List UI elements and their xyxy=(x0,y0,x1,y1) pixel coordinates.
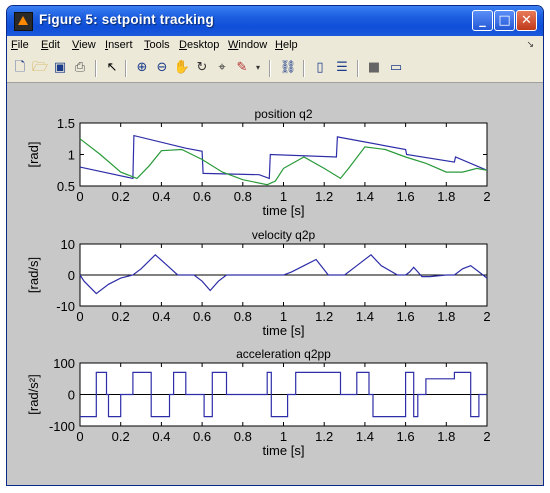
x-tick-label: 1 xyxy=(280,189,287,204)
menu-tools[interactable]: Tools xyxy=(144,39,170,51)
open-icon[interactable]: 🗁 xyxy=(31,60,49,75)
x-tick-label: 0.6 xyxy=(193,189,211,204)
x-axis-label: time [s] xyxy=(263,203,305,218)
y-tick-label: 100 xyxy=(53,356,75,371)
x-tick-label: 1.4 xyxy=(356,429,374,444)
figure-canvas: position q2 0 0.2 0.4 0.6 0.8 1 1.2 1.4 1.6 1.8 2 0.… xyxy=(7,83,543,485)
menu-file[interactable]: File xyxy=(11,39,29,51)
x-tick-label: 1.8 xyxy=(437,309,455,324)
zoom-in-icon[interactable]: ⊕ xyxy=(136,60,148,75)
menu-bar: File Edit View Insert Tools Desktop Wind… xyxy=(7,36,543,55)
toolbar-separator xyxy=(357,60,359,77)
save-icon[interactable]: ▣ xyxy=(53,60,67,75)
brush-dropdown-icon[interactable]: ▾ xyxy=(255,63,260,72)
menu-insert[interactable]: Insert xyxy=(105,39,133,51)
plot-title: velocity q2p xyxy=(252,228,316,242)
x-tick-label: 0.4 xyxy=(152,189,170,204)
x-tick-label: 1.4 xyxy=(356,309,374,324)
matlab-icon xyxy=(14,12,33,31)
close-button[interactable]: ✕ xyxy=(516,10,537,31)
x-tick-label: 1 xyxy=(280,429,287,444)
series-line-1 xyxy=(79,134,488,180)
data-cursor-icon[interactable]: ⌖ xyxy=(218,60,226,75)
x-tick-label: 0.8 xyxy=(234,309,252,324)
link-icon[interactable]: ⛓ xyxy=(279,60,297,75)
x-tick-label: 1.6 xyxy=(397,309,415,324)
pointer-icon[interactable]: ↖ xyxy=(106,60,118,75)
hide-plot-tools-icon[interactable]: ■ xyxy=(367,60,381,75)
x-axis-label: time [s] xyxy=(263,323,305,338)
menu-help[interactable]: Help xyxy=(275,39,298,51)
x-tick-label: 0.6 xyxy=(193,309,211,324)
colorbar-icon[interactable]: ▯ xyxy=(316,60,324,75)
zoom-out-icon[interactable]: ⊖ xyxy=(156,60,168,75)
x-tick-label: 0.8 xyxy=(234,189,252,204)
x-tick-label: 0 xyxy=(76,429,83,444)
x-tick-label: 0 xyxy=(76,309,83,324)
x-tick-label: 2 xyxy=(483,189,490,204)
x-tick-label: 0.2 xyxy=(112,189,130,204)
x-axis-label: time [s] xyxy=(263,443,305,458)
x-tick-label: 1.4 xyxy=(356,189,374,204)
x-tick-label: 0.2 xyxy=(112,309,130,324)
x-tick-label: 1.8 xyxy=(437,429,455,444)
x-tick-label: 1.2 xyxy=(315,429,333,444)
y-tick-label: 10 xyxy=(61,237,75,252)
x-tick-label: 1.8 xyxy=(437,189,455,204)
brush-icon[interactable]: ✎ xyxy=(236,60,248,75)
figure-toolbar: 🗋 🗁 ▣ ⎙ ↖ ⊕ ⊖ ✋ ↻ ⌖ ✎ ▾ ⛓ ▯ ☰ ■ ▭ xyxy=(7,55,543,83)
legend-icon[interactable]: ☰ xyxy=(336,60,348,75)
series-line-1 xyxy=(80,371,487,418)
x-tick-label: 0.4 xyxy=(152,429,170,444)
series-line-1 xyxy=(79,253,488,295)
x-tick-label: 0.4 xyxy=(152,309,170,324)
x-tick-label: 1.6 xyxy=(397,429,415,444)
toolbar-separator xyxy=(125,60,127,77)
toolbar-separator xyxy=(303,60,305,77)
menu-edit[interactable]: Edit xyxy=(41,39,60,51)
menu-window[interactable]: Window xyxy=(228,39,268,51)
menu-view[interactable]: View xyxy=(72,39,96,51)
plot-title: position q2 xyxy=(254,107,312,121)
x-tick-label: 1 xyxy=(280,309,287,324)
y-tick-label: 1.5 xyxy=(57,116,75,131)
show-plot-tools-icon[interactable]: ▭ xyxy=(389,60,403,75)
menu-dock-arrow-icon[interactable]: ↘ xyxy=(526,39,534,49)
minimize-button[interactable]: _ xyxy=(472,10,493,31)
toolbar-separator xyxy=(95,60,97,77)
y-tick-label: -10 xyxy=(56,299,75,314)
y-tick-label: 0 xyxy=(68,388,75,403)
y-tick-label: 1 xyxy=(68,148,75,163)
y-axis-label: [rad/s²] xyxy=(26,374,41,414)
y-tick-label: 0 xyxy=(68,268,75,283)
y-axis-label: [rad] xyxy=(26,141,41,167)
x-tick-label: 0.2 xyxy=(112,429,130,444)
x-tick-label: 2 xyxy=(483,429,490,444)
plots-svg: position q2 0 0.2 0.4 0.6 0.8 1 1.2 1.4 1.6 1.8 2 0.… xyxy=(26,107,491,458)
y-tick-label: -100 xyxy=(49,419,75,434)
x-tick-label: 1.2 xyxy=(315,309,333,324)
pan-icon[interactable]: ✋ xyxy=(173,60,191,75)
x-tick-label: 0.6 xyxy=(193,429,211,444)
x-tick-label: 0 xyxy=(76,189,83,204)
figure-window: Figure 5: setpoint tracking _ □ ✕ File E… xyxy=(6,5,544,486)
y-tick-label: 0.5 xyxy=(57,179,75,194)
x-tick-label: 1.2 xyxy=(315,189,333,204)
toolbar-separator xyxy=(269,60,271,77)
menu-desktop[interactable]: Desktop xyxy=(179,39,220,51)
rotate-icon[interactable]: ↻ xyxy=(196,60,208,75)
x-tick-label: 1.6 xyxy=(397,189,415,204)
title-bar[interactable]: Figure 5: setpoint tracking _ □ ✕ xyxy=(7,6,543,36)
maximize-button[interactable]: □ xyxy=(494,10,515,31)
print-icon[interactable]: ⎙ xyxy=(74,60,86,75)
new-figure-icon[interactable]: 🗋 xyxy=(14,60,26,75)
x-tick-label: 2 xyxy=(483,309,490,324)
x-tick-label: 0.8 xyxy=(234,429,252,444)
window-title: Figure 5: setpoint tracking xyxy=(39,12,214,27)
series-line-2 xyxy=(79,138,488,186)
y-axis-label: [rad/s] xyxy=(26,257,41,293)
plot-title: acceleration q2pp xyxy=(236,347,331,361)
